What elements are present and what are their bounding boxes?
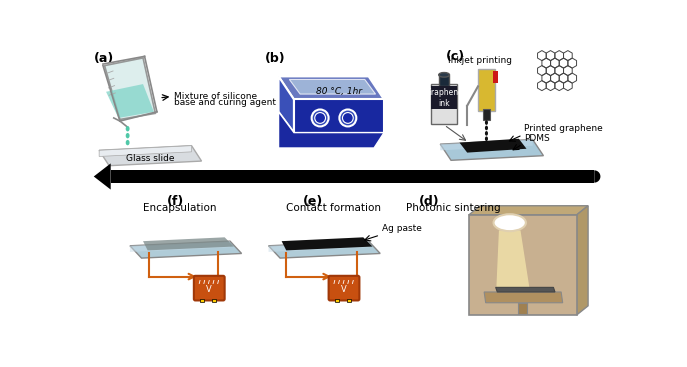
Polygon shape <box>99 146 192 156</box>
Polygon shape <box>130 241 242 258</box>
Polygon shape <box>294 99 384 132</box>
Ellipse shape <box>126 140 130 145</box>
Polygon shape <box>143 237 234 250</box>
Bar <box>431 86 457 109</box>
Text: base and curing agent: base and curing agent <box>174 98 276 107</box>
Text: PDMS: PDMS <box>524 134 550 143</box>
Polygon shape <box>130 241 230 252</box>
Polygon shape <box>269 241 380 258</box>
Text: 80 °C, 1hr: 80 °C, 1hr <box>315 87 361 96</box>
Text: Glass slide: Glass slide <box>126 154 175 163</box>
Polygon shape <box>104 58 155 120</box>
Ellipse shape <box>126 126 130 131</box>
Bar <box>478 69 495 111</box>
Circle shape <box>315 113 326 123</box>
Text: Contact formation: Contact formation <box>286 203 381 214</box>
Bar <box>518 303 527 313</box>
Bar <box>200 299 204 302</box>
Polygon shape <box>576 206 588 315</box>
Polygon shape <box>469 206 588 215</box>
Ellipse shape <box>485 126 488 130</box>
Text: Printed graphene: Printed graphene <box>524 124 603 133</box>
Polygon shape <box>106 84 154 118</box>
Text: V: V <box>341 285 347 294</box>
Polygon shape <box>93 163 111 190</box>
Text: (d): (d) <box>418 195 439 208</box>
Text: (c): (c) <box>446 50 465 63</box>
Text: V: V <box>206 285 212 294</box>
Polygon shape <box>282 237 372 250</box>
Polygon shape <box>496 287 555 292</box>
Polygon shape <box>440 139 532 150</box>
Ellipse shape <box>439 73 449 77</box>
Polygon shape <box>278 112 384 148</box>
FancyBboxPatch shape <box>328 276 359 301</box>
Bar <box>493 71 498 83</box>
Text: Ag paste: Ag paste <box>382 225 422 233</box>
Bar <box>439 75 449 86</box>
Polygon shape <box>278 76 294 132</box>
Polygon shape <box>289 80 376 94</box>
Bar <box>111 170 594 183</box>
Ellipse shape <box>126 133 130 138</box>
FancyBboxPatch shape <box>194 276 225 301</box>
Ellipse shape <box>493 214 526 231</box>
Circle shape <box>312 109 328 126</box>
Polygon shape <box>594 170 600 183</box>
Polygon shape <box>484 292 563 303</box>
Ellipse shape <box>485 131 488 136</box>
Text: (b): (b) <box>264 52 285 65</box>
Bar <box>335 299 339 302</box>
Bar <box>484 109 490 120</box>
Polygon shape <box>99 146 201 166</box>
Text: Photonic sintering: Photonic sintering <box>406 203 501 214</box>
Text: (e): (e) <box>303 195 324 208</box>
Bar <box>347 299 351 302</box>
Text: Graphene
ink: Graphene ink <box>425 88 463 108</box>
Bar <box>469 215 576 315</box>
Bar <box>212 299 216 302</box>
Text: (a): (a) <box>93 52 114 65</box>
Ellipse shape <box>485 120 488 125</box>
Text: Inkjet printing: Inkjet printing <box>449 57 513 65</box>
Polygon shape <box>460 139 526 153</box>
Circle shape <box>342 113 353 123</box>
Polygon shape <box>269 241 369 252</box>
Polygon shape <box>496 230 531 300</box>
Text: Mixture of silicone: Mixture of silicone <box>174 92 257 101</box>
Bar <box>431 84 457 124</box>
Text: Encapsulation: Encapsulation <box>144 203 216 214</box>
Polygon shape <box>440 139 543 160</box>
Ellipse shape <box>485 137 488 141</box>
Circle shape <box>339 109 357 126</box>
Text: (f): (f) <box>167 195 184 208</box>
Polygon shape <box>278 76 384 99</box>
